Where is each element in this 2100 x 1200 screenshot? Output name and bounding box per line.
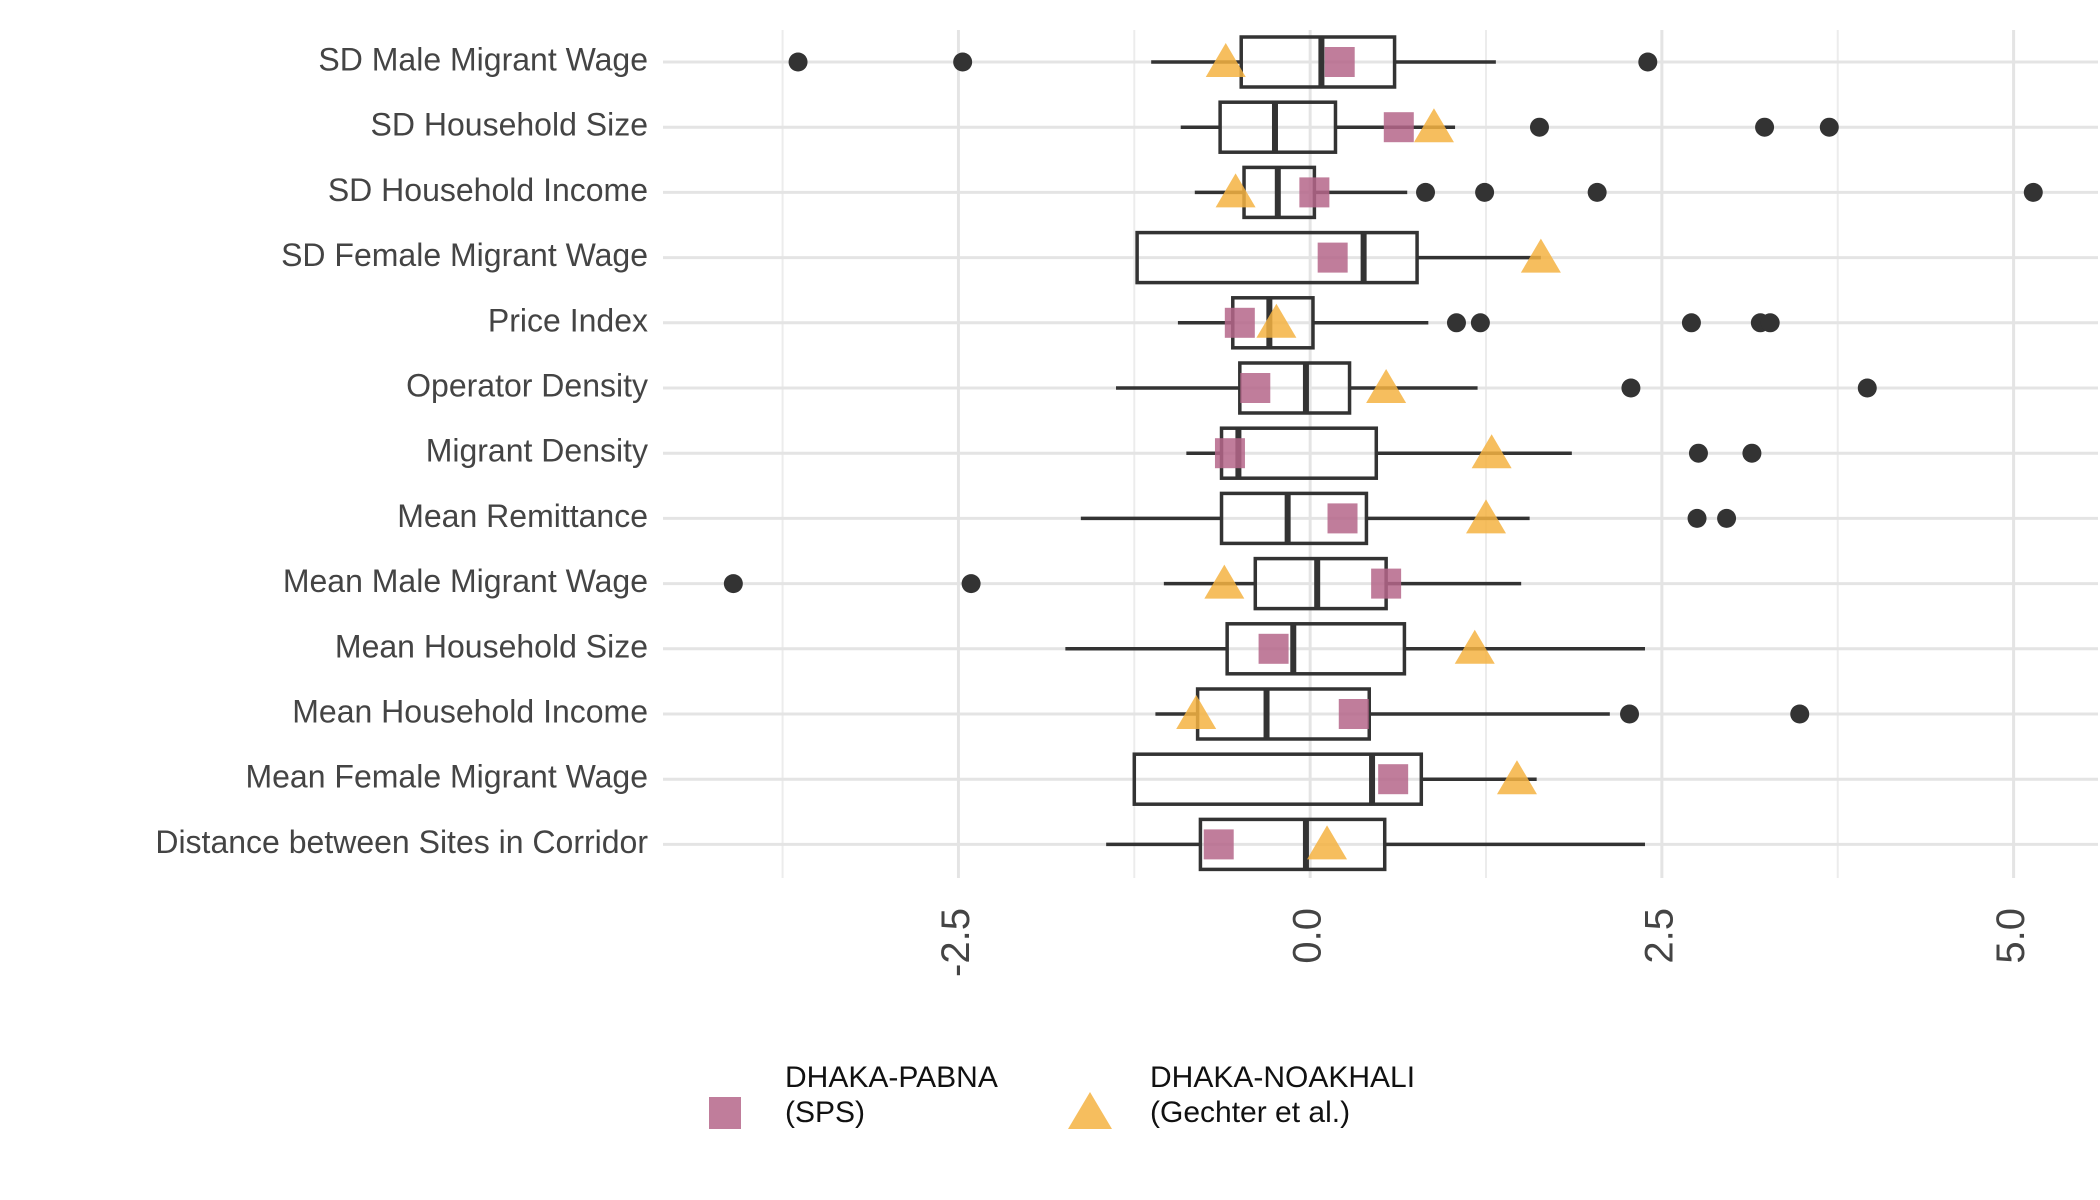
- legend-key: [709, 1097, 741, 1129]
- y-tick-label: Migrant Density: [426, 433, 648, 469]
- point: [1371, 568, 1402, 599]
- outlier: [961, 574, 981, 594]
- point: [1383, 112, 1414, 143]
- point: [1205, 43, 1246, 77]
- point: [1466, 499, 1507, 534]
- outlier: [1760, 313, 1780, 333]
- box: [1225, 622, 1407, 676]
- outlier: [723, 574, 743, 594]
- point: [1224, 307, 1255, 338]
- point: [1366, 369, 1407, 403]
- x-tick-label: 2.5: [1637, 908, 1681, 964]
- outlier: [1587, 182, 1607, 202]
- outlier: [1687, 508, 1707, 528]
- point: [1496, 760, 1537, 795]
- x-tick-label: -2.5: [934, 908, 978, 977]
- point: [1299, 177, 1330, 208]
- outlier: [2023, 182, 2043, 202]
- outlier: [1790, 704, 1810, 724]
- point: [1454, 629, 1495, 664]
- box: [1132, 752, 1424, 806]
- legend-label: DHAKA-NOAKHALI (Gechter et al.): [1150, 1061, 1416, 1129]
- point: [1324, 47, 1355, 77]
- outlier: [1475, 182, 1495, 202]
- point: [1520, 238, 1561, 273]
- outlier: [1621, 378, 1641, 398]
- box: [1219, 491, 1369, 546]
- y-tick-label: Mean Male Migrant Wage: [283, 563, 648, 599]
- point: [1215, 173, 1256, 208]
- y-tick-label: Mean Remittance: [397, 498, 648, 534]
- x-tick-label: 5.0: [1989, 908, 2033, 964]
- outlier: [1717, 508, 1737, 528]
- point: [1338, 699, 1369, 729]
- y-tick-label: Distance between Sites in Corridor: [155, 824, 648, 860]
- outlier: [1755, 117, 1775, 137]
- outlier: [1688, 443, 1708, 463]
- point: [1258, 633, 1289, 664]
- point: [1176, 695, 1217, 729]
- outlier: [788, 52, 808, 72]
- point: [1471, 434, 1512, 469]
- outlier: [1819, 117, 1839, 137]
- box: [1135, 230, 1419, 285]
- point: [1204, 564, 1245, 599]
- legend-key: [1068, 1092, 1112, 1129]
- outlier: [1529, 117, 1549, 137]
- y-tick-label: SD Female Migrant Wage: [281, 237, 648, 273]
- outlier: [1416, 182, 1436, 202]
- outlier: [1446, 313, 1466, 333]
- outlier: [1857, 378, 1877, 398]
- y-tick-label: SD Household Size: [371, 107, 648, 143]
- y-tick-label: SD Household Income: [328, 172, 648, 208]
- outlier: [1638, 52, 1658, 72]
- outlier: [1470, 313, 1490, 333]
- outlier: [1681, 313, 1701, 333]
- box: [1238, 361, 1352, 415]
- box: [1198, 817, 1387, 872]
- x-tick-label: 0.0: [1286, 908, 1330, 964]
- y-tick-label: Price Index: [488, 302, 648, 338]
- point: [1214, 438, 1245, 469]
- y-tick-label: Mean Female Migrant Wage: [245, 759, 648, 795]
- outlier: [1620, 704, 1640, 724]
- y-tick-label: Operator Density: [406, 367, 648, 403]
- y-tick-label: Mean Household Size: [335, 628, 648, 664]
- point: [1203, 829, 1234, 860]
- y-tick-label: SD Male Migrant Wage: [318, 41, 648, 77]
- outlier: [953, 52, 973, 72]
- y-tick-label: Mean Household Income: [292, 693, 648, 729]
- outlier: [1742, 443, 1762, 463]
- box: [1239, 35, 1397, 89]
- point: [1413, 108, 1454, 143]
- point: [1256, 303, 1297, 338]
- point: [1378, 764, 1409, 795]
- point: [1240, 373, 1271, 403]
- legend-label: DHAKA-PABNA (SPS): [785, 1061, 998, 1129]
- point: [1307, 825, 1348, 860]
- point: [1327, 503, 1358, 534]
- point: [1317, 242, 1348, 273]
